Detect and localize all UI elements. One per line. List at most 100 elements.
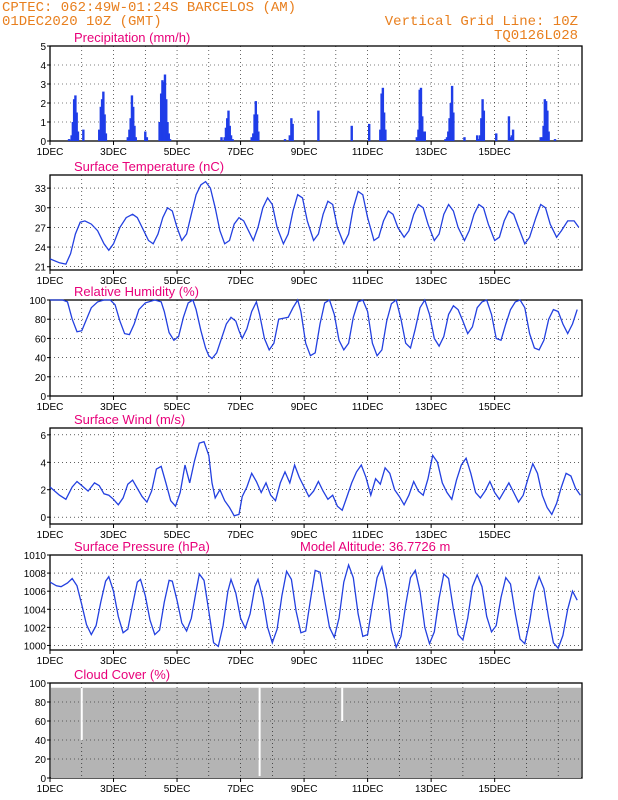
panel-1-bar	[159, 93, 163, 141]
panel-1-bar	[510, 135, 514, 141]
panel-6-xtick: 1DEC	[37, 784, 64, 795]
panel-1-xtick: 11DEC	[352, 147, 384, 158]
panel-1-ytick: 4	[40, 61, 46, 72]
panel-1-bar	[447, 131, 450, 141]
panel-6-cloud-area	[51, 687, 581, 778]
panel-1-bar	[168, 139, 172, 141]
panel-6-xtick: 9DEC	[291, 784, 318, 795]
panel-1-bar	[350, 125, 353, 141]
panel-1-bar	[74, 95, 77, 141]
panel-1-ytick: 5	[40, 42, 46, 53]
panel-1-bar	[104, 133, 108, 141]
panel-1-bar	[223, 137, 226, 141]
panel-2-xtick: 1DEC	[37, 276, 64, 287]
panel-1-bar	[553, 139, 557, 141]
panel-1-bar	[283, 139, 287, 141]
panel-1-bar	[162, 82, 165, 141]
panel-6-xtick: 3DEC	[100, 784, 127, 795]
panel-1-bar	[250, 137, 253, 141]
panel-5-ytick: 1002	[24, 623, 47, 634]
panel-1-xtick: 1DEC	[37, 147, 64, 158]
panel-1-bar	[224, 127, 228, 141]
panel-1-bar	[507, 116, 511, 141]
panel-1-bar	[419, 87, 423, 141]
panel-2-ytick: 21	[35, 263, 47, 274]
panel-1-bar	[231, 139, 234, 141]
panel-6-xtick: 15DEC	[479, 784, 511, 795]
panel-2-line	[49, 180, 580, 265]
panel-1-title: Precipitation (mm/h)	[74, 30, 190, 45]
panel-1-bar	[220, 137, 223, 141]
panel-1-bar	[421, 116, 424, 141]
panel-1-bar	[228, 125, 231, 141]
panel-5-line	[49, 562, 578, 650]
panel-4-ytick: 2	[40, 486, 46, 497]
panel-1-bar	[380, 93, 383, 141]
panel-3-line	[50, 298, 578, 360]
panel-1-bar	[76, 131, 80, 141]
panel-3-xtick: 7DEC	[227, 402, 254, 413]
panel-1-bar	[452, 112, 455, 141]
panel-1-bar	[495, 133, 498, 141]
panel-1-bar	[166, 122, 169, 141]
panel-1-xtick: 5DEC	[164, 147, 191, 158]
header-grid-note: Vertical Grid Line: 10Z	[384, 14, 578, 30]
panel-4-xtick: 15DEC	[479, 530, 511, 541]
panel-1-bar	[163, 74, 167, 141]
panel-1-bar	[129, 118, 132, 141]
panel-1-bar	[444, 139, 447, 141]
panel-6-xtick: 5DEC	[164, 784, 191, 795]
panel-2-ytick: 24	[35, 243, 47, 254]
panel-4-xtick: 13DEC	[415, 530, 447, 541]
panel-1-bar	[539, 137, 542, 141]
panel-1-bar	[102, 91, 105, 141]
panel-1-bar	[384, 129, 387, 141]
panel-1-bar	[382, 112, 386, 141]
panel-1-bar	[257, 131, 260, 141]
panel-3-title: Relative Humidity (%)	[74, 284, 199, 299]
panel-1-bar	[478, 135, 482, 141]
panel-4-ytick: 0	[40, 513, 46, 524]
panel-1-bar	[379, 129, 382, 141]
panel-1-bar	[448, 118, 451, 141]
panel-1-bar	[71, 122, 75, 141]
panel-1-bar	[134, 137, 137, 141]
panel-1-bar	[542, 125, 545, 141]
panel-1-bar	[418, 89, 421, 141]
panel-1-bar	[477, 139, 480, 141]
panel-1-bar	[368, 123, 371, 141]
panel-6-cloud-dip	[80, 687, 83, 740]
panel-1-bar	[543, 99, 547, 141]
panel-1-bar	[133, 125, 136, 141]
panel-4-frame	[49, 427, 583, 525]
panel-2-xtick: 7DEC	[227, 276, 254, 287]
panel-4-ytick: 4	[40, 458, 46, 469]
panel-1-bar	[98, 129, 101, 141]
panel-1-bar	[317, 110, 320, 141]
panel-5-xtick: 15DEC	[479, 656, 511, 667]
panel-2-ytick: 30	[35, 204, 47, 215]
panel-5-xtick: 9DEC	[291, 656, 318, 667]
panel-1-bar	[145, 137, 149, 141]
panel-1-bar	[252, 133, 255, 141]
panel-6-cloud-dip	[258, 687, 261, 777]
panel-3-xtick: 11DEC	[352, 402, 384, 413]
panel-2-xtick: 3DEC	[100, 276, 127, 287]
panel-1-bar	[463, 137, 466, 141]
panel-3-ytick: 80	[35, 315, 47, 326]
panel-2-xtick: 9DEC	[291, 276, 318, 287]
panel-1-xtick: 3DEC	[100, 147, 127, 158]
panel-4-xtick: 7DEC	[227, 530, 254, 541]
panel-1-bar	[546, 110, 549, 141]
panel-1-bar	[226, 118, 229, 141]
panel-5-annotation: Model Altitude: 36.7726 m	[300, 539, 450, 554]
panel-4-title: Surface Wind (m/s)	[74, 412, 185, 427]
panel-4-xtick: 9DEC	[291, 530, 318, 541]
panel-1-bar	[423, 131, 426, 141]
panel-3-xtick: 9DEC	[291, 402, 318, 413]
panel-1-bar	[547, 131, 550, 141]
panel-5-ytick: 1008	[24, 569, 47, 580]
panel-1-ytick: 3	[40, 80, 46, 91]
panel-3-xtick: 1DEC	[37, 402, 64, 413]
